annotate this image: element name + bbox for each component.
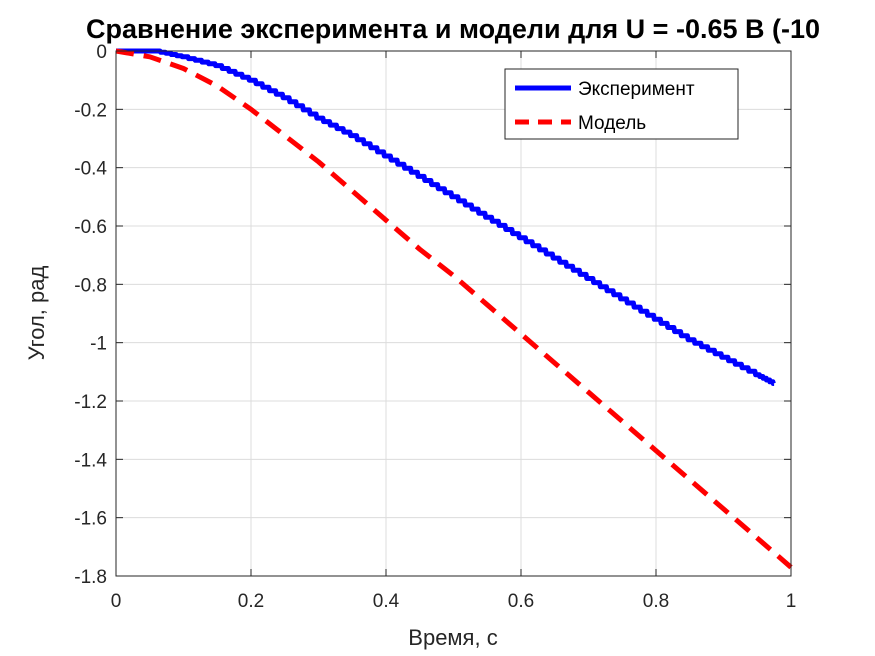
x-axis-label: Время, с xyxy=(408,625,497,650)
series-lines xyxy=(115,48,793,570)
y-tick-label: -0.2 xyxy=(74,100,107,121)
series-line-0 xyxy=(116,48,776,386)
legend: Эксперимент Модель xyxy=(504,68,739,140)
y-tick-label: 0 xyxy=(96,42,107,63)
chart-title: Сравнение эксперимента и модели для U = … xyxy=(86,14,820,44)
y-axis-label: Угол, рад xyxy=(24,266,49,361)
y-tick-label: -1.8 xyxy=(74,567,107,588)
x-tick-label: 0.6 xyxy=(508,591,534,612)
y-tick-label: -1.6 xyxy=(74,509,107,530)
y-tick-label: -1.4 xyxy=(74,450,107,471)
series-line-1 xyxy=(115,48,793,570)
axes-box xyxy=(115,50,792,577)
y-tick-label: -0.4 xyxy=(74,159,107,180)
y-tick-label: -0.6 xyxy=(74,217,107,238)
x-tick-label: 0.2 xyxy=(238,591,264,612)
y-tick-label: -0.8 xyxy=(74,275,107,296)
x-tick-label: 0.4 xyxy=(373,591,400,612)
legend-label-experiment: Эксперимент xyxy=(578,79,695,100)
y-tick-label: -1.2 xyxy=(74,392,107,413)
legend-label-model: Модель xyxy=(578,113,646,134)
x-tick-label: 0.8 xyxy=(643,591,669,612)
y-tick-label: -1 xyxy=(90,334,107,355)
axis-ticks: 0 0.2 0.4 0.6 0.8 1 0 -0.2 -0.4 -0.6 -0.8 -1 -1.2 -1.… xyxy=(74,42,796,612)
legend-box xyxy=(504,68,739,140)
x-tick-label: 1 xyxy=(786,591,797,612)
x-tick-label: 0 xyxy=(111,591,122,612)
